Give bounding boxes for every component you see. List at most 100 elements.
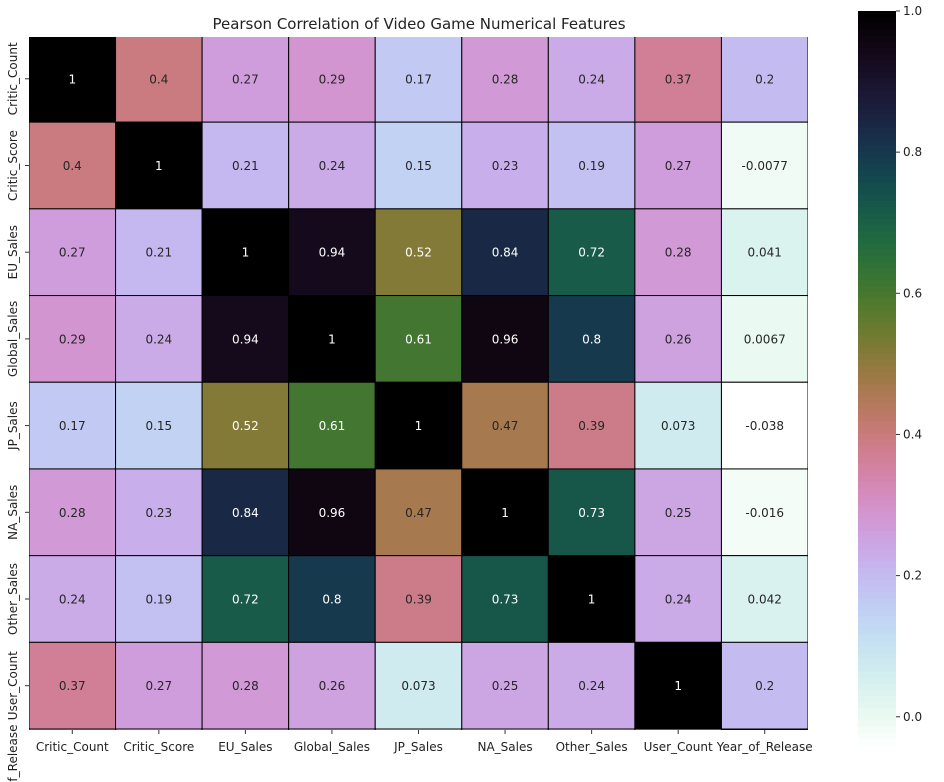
colorbar-segment [858,365,896,373]
cell-value-label: 1 [328,332,336,346]
colorbar-segment [858,598,896,605]
colorbar-segment [858,298,896,306]
heatmap-cell [288,121,376,210]
colorbar-segment [858,41,896,49]
heatmap-cell [461,641,549,730]
cell-value-label: -0.016 [486,766,525,780]
cell-value-label: 0.17 [405,72,432,86]
cell-value-label: 0.52 [405,246,432,260]
colorbar-segment [858,78,896,85]
cell-value-label: 0.041 [228,766,262,780]
colorbar-segment [858,35,896,43]
colorbar-segment [858,225,896,232]
cell-value-label: 0.27 [145,679,172,693]
cell-value-label: 0.24 [145,332,172,346]
heatmap-cell [29,555,117,643]
heatmap-cell [201,208,290,297]
heatmap-cell [634,208,722,297]
heatmap-cell [720,641,808,730]
cell-value-label: 0.2 [755,679,774,693]
heatmap-cell [201,295,290,383]
cell-value-label: 0.29 [319,72,346,86]
colorbar-segment [858,267,896,275]
colorbar-segment [858,567,896,575]
colorbar-segment [858,341,896,349]
colorbar-segment [858,151,896,159]
cell-value-label: 1 [415,419,423,433]
colorbar-segment [858,647,896,654]
heatmap-cell [547,381,636,470]
heatmap-cell [720,381,808,470]
colorbar-segment [858,274,896,281]
heatmap-cell [547,468,636,557]
heatmap-cell [115,37,203,123]
cell-value-label: 0.37 [665,72,692,86]
colorbar-tick-label: 0.4 [903,427,922,441]
cell-value-label: 0.39 [405,593,432,607]
heatmap-cell [29,295,117,383]
cell-value-label: 0.72 [232,593,259,607]
colorbar-segment [858,347,896,355]
colorbar-segment [858,396,896,404]
heatmap-cell [29,37,117,123]
colorbar-segment [858,84,896,92]
cell-value-label: 0.041 [748,246,782,260]
cell-value-label: 0.25 [665,506,692,520]
colorbar-tick-label: 1.0 [903,4,922,18]
cell-value-label: 0.27 [59,246,86,260]
colorbar-segment [858,702,896,709]
cell-value-label: 0.2 [63,766,82,780]
cell-value-label: 0.28 [492,72,519,86]
cell-value-label: 0.25 [492,679,519,693]
cell-value-label: -0.0077 [742,159,788,173]
heatmap-cell [720,37,808,123]
colorbar-segment [858,243,896,251]
cell-value-label: 1 [501,506,509,520]
cell-value-label: 0.96 [319,506,346,520]
cell-value-label: 0.24 [578,72,605,86]
heatmap-cell [547,208,636,297]
cell-value-label: -0.038 [745,419,784,433]
cell-value-label: 1 [242,246,250,260]
cell-value-label: 0.042 [574,766,608,780]
cell-value-label: 0.8 [322,593,341,607]
y-tick-labels: Critic_Count Critic_Score EU_Sales Global_S… [6,42,29,782]
heatmap-cell [547,295,636,383]
colorbar-segment [858,66,896,73]
heatmap-cell [288,37,376,123]
cell-value-label: 0.15 [405,159,432,173]
x-tick-label: JP_Sales [393,740,443,754]
cell-value-label: 0.47 [405,506,432,520]
heatmap-cell [720,295,808,383]
heatmap-cell [201,381,290,470]
heatmap-cell [201,641,290,730]
colorbar-segment [858,176,896,183]
colorbar-segment [858,677,896,685]
colorbar-segment [858,592,896,599]
x-tick-label: User_Count [644,740,713,754]
colorbar-segment [858,255,896,263]
heatmap-cell [288,728,376,730]
heatmap-cell [634,381,722,470]
colorbar-segment [858,335,896,342]
heatmap-cell [634,468,722,557]
heatmap-cell [201,728,290,730]
colorbar-segment [858,659,896,667]
colorbar-segment [858,384,896,391]
colorbar-segment [858,133,896,141]
heatmap-cell [115,555,203,643]
colorbar-segment [858,249,896,257]
heatmap-cell [720,121,808,210]
colorbar-segment [858,47,896,55]
colorbar-segment [858,170,896,177]
colorbar-tick-label: 0.2 [903,569,922,583]
cell-value-label: 0.61 [405,332,432,346]
colorbar-segment [858,622,896,630]
heatmap-cell [720,555,808,643]
heatmap-cell [634,555,722,643]
cell-value-label: 0.29 [59,332,86,346]
heatmap-cell [634,728,722,730]
colorbar-tick-label: 0.0 [903,710,922,724]
colorbar-segment [858,506,896,514]
cell-value-label: 0.0067 [311,766,353,780]
